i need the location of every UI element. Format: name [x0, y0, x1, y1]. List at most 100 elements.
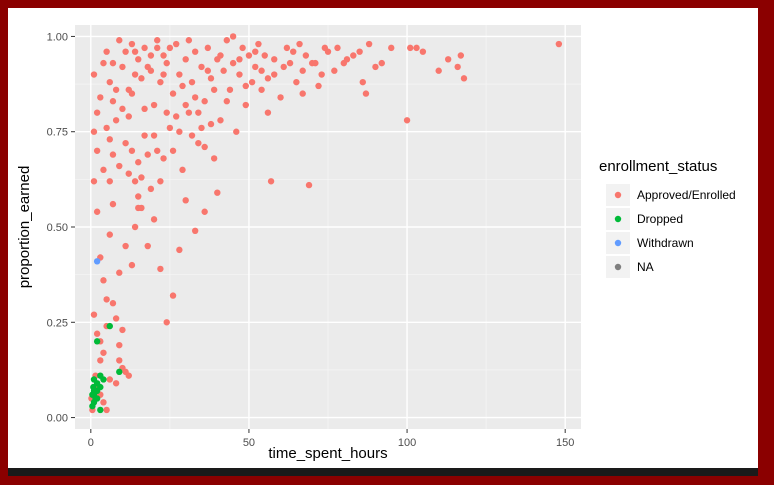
point-approved-enrolled	[280, 63, 287, 71]
point-approved-enrolled	[90, 311, 98, 318]
point-approved-enrolled	[460, 75, 468, 82]
point-approved-enrolled	[343, 56, 351, 63]
point-approved-enrolled	[173, 113, 180, 120]
legend-key	[614, 215, 622, 223]
point-approved-enrolled	[283, 44, 291, 52]
point-approved-enrolled	[312, 59, 319, 67]
point-approved-enrolled	[372, 63, 379, 71]
point-approved-enrolled	[299, 90, 306, 97]
point-approved-enrolled	[131, 178, 139, 185]
point-approved-enrolled	[302, 52, 310, 59]
point-approved-enrolled	[122, 48, 129, 55]
point-approved-enrolled	[154, 44, 161, 52]
point-withdrawn	[93, 258, 101, 265]
point-dropped	[90, 383, 97, 391]
legend-label: NA	[637, 260, 654, 274]
point-approved-enrolled	[176, 246, 183, 254]
legend-label: Withdrawn	[637, 236, 694, 250]
point-approved-enrolled	[204, 44, 212, 52]
point-approved-enrolled	[93, 330, 101, 337]
point-approved-enrolled	[169, 292, 177, 299]
point-approved-enrolled	[350, 52, 357, 59]
point-approved-enrolled	[248, 78, 256, 86]
point-approved-enrolled	[407, 44, 414, 52]
point-approved-enrolled	[293, 78, 300, 86]
point-approved-enrolled	[116, 357, 123, 364]
point-approved-enrolled	[245, 52, 253, 59]
legend-key	[614, 263, 622, 271]
point-approved-enrolled	[119, 105, 126, 113]
point-approved-enrolled	[166, 44, 174, 52]
point-dropped	[93, 338, 101, 345]
y-tick-label: 0.75	[47, 127, 68, 139]
point-approved-enrolled	[144, 242, 151, 250]
legend-key	[614, 191, 622, 199]
point-approved-enrolled	[169, 147, 177, 154]
point-approved-enrolled	[176, 128, 183, 135]
point-approved-enrolled	[403, 117, 411, 124]
point-approved-enrolled	[100, 399, 107, 406]
point-approved-enrolled	[103, 48, 110, 55]
point-approved-enrolled	[103, 296, 110, 303]
point-approved-enrolled	[90, 128, 98, 135]
y-axis-ticks: 0.00 0.25 0.50 0.75 1.00	[47, 31, 75, 425]
point-approved-enrolled	[271, 56, 278, 63]
point-approved-enrolled	[116, 37, 123, 44]
point-approved-enrolled	[128, 261, 136, 269]
point-approved-enrolled	[179, 82, 186, 90]
point-approved-enrolled	[163, 319, 170, 326]
point-approved-enrolled	[233, 128, 240, 135]
point-approved-enrolled	[182, 197, 189, 204]
point-approved-enrolled	[277, 94, 284, 101]
point-approved-enrolled	[286, 59, 294, 67]
point-approved-enrolled	[176, 71, 183, 78]
point-approved-enrolled	[135, 56, 142, 63]
point-approved-enrolled	[454, 63, 461, 71]
point-approved-enrolled	[258, 67, 265, 74]
point-approved-enrolled	[305, 181, 313, 189]
point-approved-enrolled	[106, 231, 113, 238]
point-approved-enrolled	[157, 265, 164, 273]
point-approved-enrolled	[160, 52, 167, 59]
data-points	[88, 33, 563, 414]
point-approved-enrolled	[188, 78, 196, 86]
point-approved-enrolled	[334, 44, 341, 52]
bottom-bar	[8, 468, 758, 476]
point-approved-enrolled	[138, 204, 145, 212]
y-axis-label: proportion_earned	[16, 166, 33, 289]
grid-major	[75, 25, 581, 429]
point-approved-enrolled	[210, 86, 218, 93]
point-approved-enrolled	[125, 113, 132, 120]
point-approved-enrolled	[229, 59, 237, 67]
point-approved-enrolled	[128, 40, 136, 48]
point-approved-enrolled	[119, 326, 126, 334]
point-approved-enrolled	[112, 380, 120, 387]
x-tick-label: 150	[556, 437, 574, 449]
point-approved-enrolled	[214, 189, 221, 196]
point-approved-enrolled	[388, 44, 395, 52]
point-approved-enrolled	[125, 372, 132, 379]
point-approved-enrolled	[154, 147, 161, 154]
point-approved-enrolled	[112, 315, 120, 322]
point-approved-enrolled	[116, 269, 123, 276]
point-dropped	[92, 395, 99, 402]
point-approved-enrolled	[109, 59, 117, 67]
point-approved-enrolled	[122, 242, 129, 250]
point-approved-enrolled	[258, 86, 265, 93]
point-approved-enrolled	[359, 78, 366, 86]
point-approved-enrolled	[271, 71, 278, 78]
point-approved-enrolled	[144, 151, 151, 158]
point-approved-enrolled	[198, 124, 205, 132]
legend-key	[614, 239, 622, 247]
point-approved-enrolled	[555, 40, 563, 48]
point-approved-enrolled	[135, 193, 142, 200]
point-approved-enrolled	[457, 52, 465, 59]
point-approved-enrolled	[163, 109, 170, 116]
y-tick-label: 0.25	[47, 317, 68, 329]
point-approved-enrolled	[147, 52, 155, 59]
point-approved-enrolled	[252, 48, 259, 55]
point-approved-enrolled	[122, 139, 129, 147]
point-approved-enrolled	[147, 67, 155, 74]
point-approved-enrolled	[195, 139, 202, 147]
point-approved-enrolled	[173, 40, 180, 48]
